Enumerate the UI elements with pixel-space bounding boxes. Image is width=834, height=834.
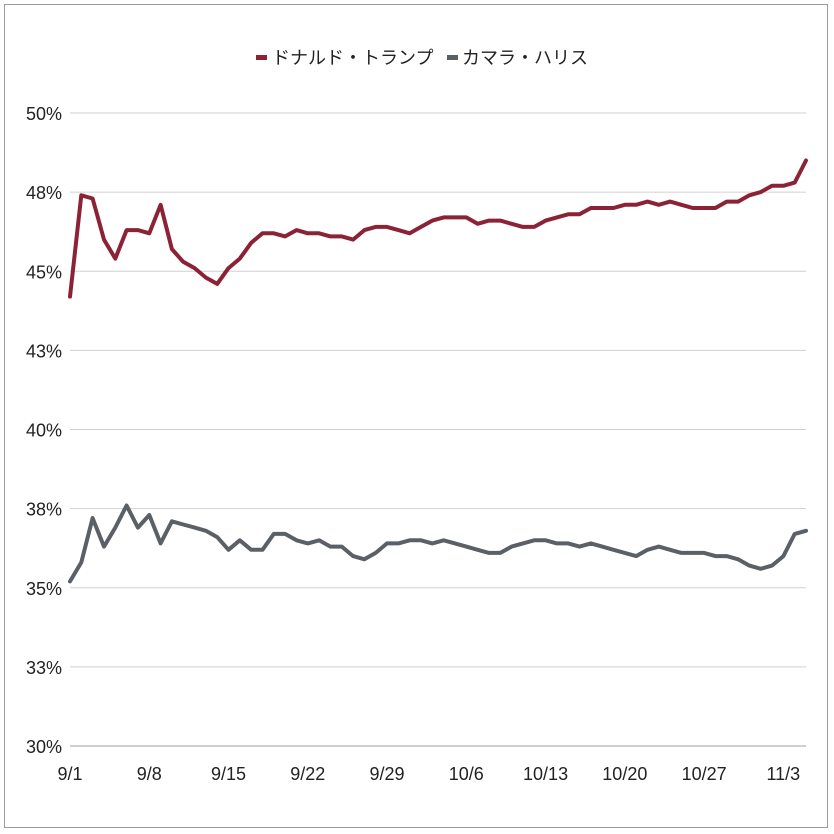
- y-tick-label: 35%: [26, 579, 62, 599]
- gridlines: [70, 112, 806, 747]
- x-tick-label: 9/8: [137, 764, 162, 784]
- y-tick-label: 45%: [26, 262, 62, 282]
- x-tick-label: 11/3: [767, 764, 801, 784]
- x-tick-label: 10/27: [682, 764, 727, 784]
- x-tick-label: 9/29: [370, 764, 405, 784]
- y-tick-label: 38%: [26, 500, 62, 520]
- chart-frame: [4, 4, 828, 828]
- y-tick-label: 48%: [26, 183, 62, 203]
- x-tick-label: 10/20: [602, 764, 647, 784]
- y-tick-label: 43%: [26, 341, 62, 361]
- legend-label-trump: ドナルド・トランプ: [272, 48, 433, 69]
- x-tick-label: 9/1: [57, 764, 82, 784]
- legend-swatch-harris: [447, 55, 458, 60]
- x-tick-label: 9/15: [211, 764, 246, 784]
- y-tick-label: 50%: [26, 104, 62, 124]
- x-tick-label: 10/13: [523, 764, 568, 784]
- y-tick-label: 33%: [26, 658, 62, 678]
- y-axis: 30% 33% 35% 38% 40% 43% 45% 48% 50%: [26, 104, 62, 757]
- series-lines: [68, 158, 808, 584]
- x-axis: 9/1 9/8 9/15 9/22 9/29 10/6 10/13 10/20 10/27 11/…: [57, 764, 800, 784]
- legend-swatch-trump: [256, 55, 267, 60]
- y-tick-label: 40%: [26, 421, 62, 441]
- y-tick-label: 30%: [26, 737, 62, 757]
- series-line-harris: [68, 503, 808, 584]
- x-tick-label: 9/22: [290, 764, 325, 784]
- x-tick-label: 10/6: [449, 764, 484, 784]
- legend: ドナルド・トランプ カマラ・ハリス: [256, 48, 588, 69]
- legend-label-harris: カマラ・ハリス: [462, 48, 588, 69]
- series-line-trump: [68, 158, 808, 299]
